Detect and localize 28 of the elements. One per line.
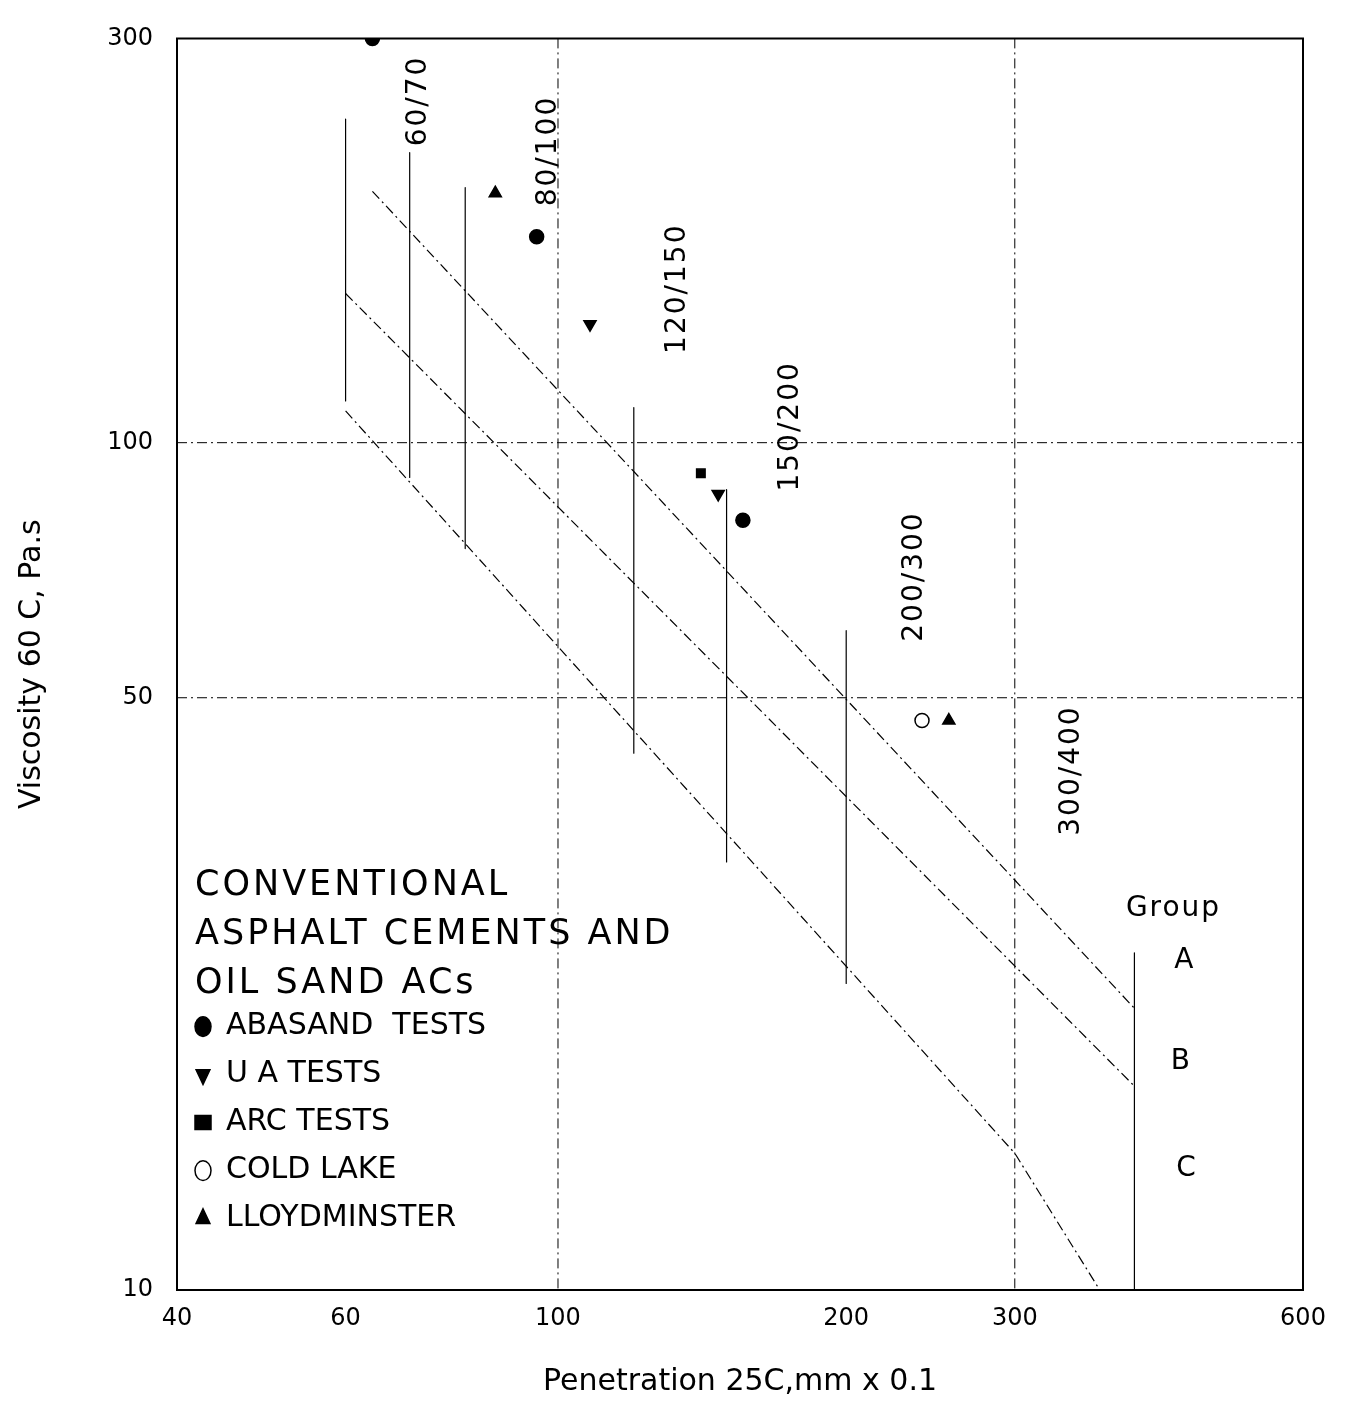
annotation: B	[1170, 1043, 1192, 1077]
x-tick-label: 300	[991, 1302, 1038, 1331]
y-tick-label: 50	[122, 681, 153, 710]
legend-title: CONVENTIONAL ASPHALT CEMENTS AND OIL SAND ACs	[195, 861, 675, 1003]
y-axis-title: Viscosity 60 C, Pa.s	[11, 519, 47, 810]
legend-label: ARC TESTS	[226, 1102, 391, 1138]
annotation: 300/400	[1053, 705, 1087, 836]
annotation: A	[1174, 942, 1196, 976]
annotation: 150/200	[771, 361, 805, 492]
annotation: 120/150	[659, 223, 693, 354]
annotation: C	[1176, 1149, 1198, 1183]
legend-label: COLD LAKE	[226, 1150, 397, 1186]
legend-label: ABASAND TESTS	[226, 1006, 487, 1042]
y-tick-label: 10	[122, 1274, 153, 1303]
x-axis-title: Penetration 25C,mm x 0.1	[542, 1361, 938, 1397]
x-tick-label: 600	[1280, 1302, 1326, 1331]
x-tick-label: 60	[330, 1302, 361, 1331]
y-tick-label: 100	[107, 426, 153, 455]
annotation: 200/300	[895, 511, 929, 642]
x-tick-label: 100	[535, 1302, 581, 1331]
annotation: 80/100	[529, 95, 563, 207]
annotation: Group	[1125, 889, 1222, 923]
x-tick-label: 200	[823, 1302, 870, 1331]
y-tick-label: 300	[107, 22, 153, 51]
legend-label: U A TESTS	[226, 1054, 382, 1090]
annotation: 60/70	[400, 55, 434, 147]
legend-label: LLOYDMINSTER	[226, 1198, 457, 1234]
x-tick-label: 40	[161, 1302, 193, 1331]
